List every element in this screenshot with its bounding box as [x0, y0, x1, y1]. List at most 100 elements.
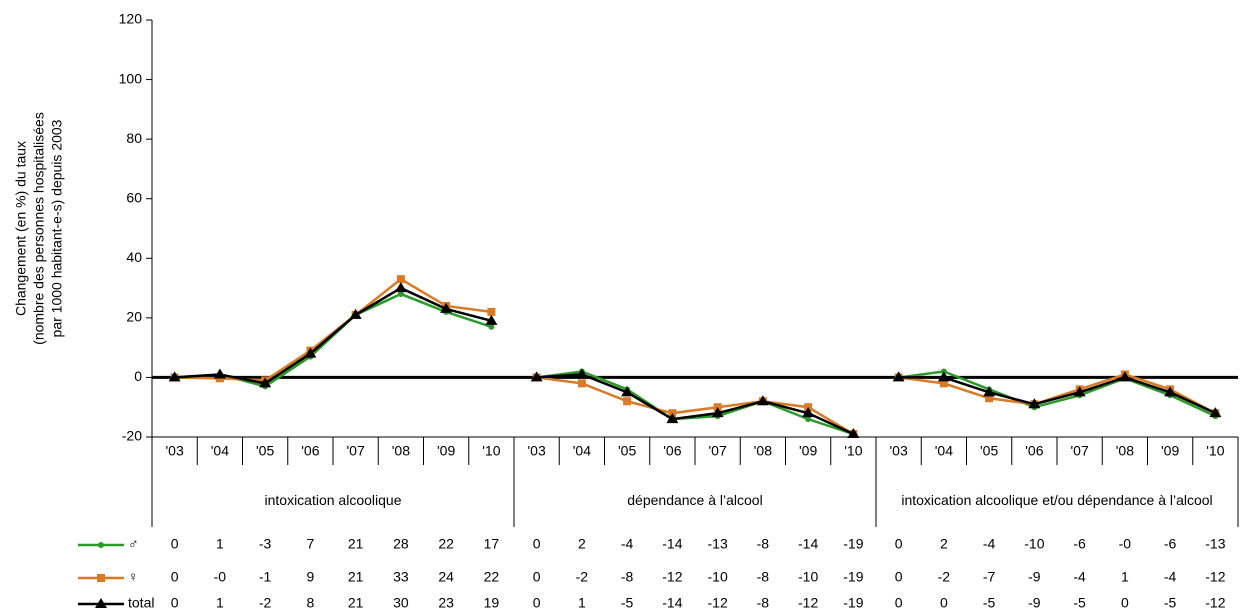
point — [983, 386, 996, 397]
point — [394, 282, 407, 293]
series-line — [536, 370, 854, 436]
table-cell: 0 — [940, 595, 948, 611]
x-tick-label: '09 — [799, 443, 817, 459]
point — [1209, 407, 1222, 418]
group-label: intoxication alcoolique et/ou dépendance… — [901, 491, 1213, 508]
table-cell: -4 — [621, 536, 634, 552]
point — [397, 291, 404, 298]
table-cell: 7 — [306, 536, 314, 552]
point — [168, 371, 181, 382]
table-cell: -4 — [1164, 569, 1177, 585]
series-line — [536, 376, 855, 436]
table-cell: -14 — [662, 595, 682, 611]
table-cell: 9 — [306, 569, 314, 585]
table-cell: -9 — [1028, 569, 1041, 585]
point — [488, 323, 495, 330]
point — [487, 307, 496, 316]
table-cell: 19 — [484, 595, 500, 611]
table-cell: -10 — [708, 569, 728, 585]
table-cell: -14 — [662, 536, 682, 552]
group-label: intoxication alcoolique — [264, 491, 402, 508]
series-line — [174, 286, 492, 385]
table-cell: 1 — [578, 595, 586, 611]
table-cell: -13 — [1205, 536, 1225, 552]
series-line — [898, 373, 1216, 415]
point — [805, 416, 812, 423]
point — [621, 386, 634, 397]
table-cell: -19 — [843, 536, 863, 552]
x-tick-label: '05 — [618, 443, 636, 459]
point — [847, 428, 860, 439]
point — [939, 379, 948, 388]
table-cell: 0 — [533, 595, 541, 611]
table-cell: -6 — [1164, 536, 1177, 552]
table-cell: 28 — [393, 536, 409, 552]
y-tick-label: 40 — [126, 249, 142, 265]
table-cell: 23 — [438, 595, 454, 611]
table-cell: 22 — [438, 536, 454, 552]
table-cell: 0 — [533, 569, 541, 585]
table-cell: 0 — [895, 536, 903, 552]
table-cell: 1 — [216, 536, 224, 552]
table-cell: 0 — [171, 595, 179, 611]
x-tick-label: '03 — [890, 443, 908, 459]
x-tick-label: '05 — [256, 443, 274, 459]
table-cell: 0 — [895, 569, 903, 585]
x-tick-label: '04 — [211, 443, 229, 459]
x-tick-label: '09 — [1161, 443, 1179, 459]
point — [440, 302, 453, 313]
x-tick-label: '07 — [1071, 443, 1089, 459]
x-tick-label: '08 — [1116, 443, 1134, 459]
table-cell: 0 — [171, 536, 179, 552]
x-tick-label: '06 — [663, 443, 681, 459]
point — [530, 371, 543, 382]
y-axis-label: par 1000 habitant-e-s) depuis 2003 — [49, 119, 65, 337]
table-cell: 17 — [484, 536, 500, 552]
y-tick-label: -20 — [122, 428, 142, 444]
series-line — [898, 376, 1216, 415]
table-cell: 33 — [393, 569, 409, 585]
x-tick-label: '06 — [301, 443, 319, 459]
series-line — [536, 373, 854, 436]
series-line — [174, 277, 492, 382]
table-cell: 1 — [1121, 569, 1129, 585]
table-cell: -12 — [1205, 569, 1225, 585]
table-cell: -3 — [259, 536, 272, 552]
x-tick-label: '04 — [935, 443, 953, 459]
table-cell: 30 — [393, 595, 409, 611]
x-tick-label: '10 — [482, 443, 500, 459]
point — [623, 397, 632, 406]
point — [666, 413, 679, 424]
y-tick-label: 120 — [119, 11, 143, 27]
table-cell: 0 — [1121, 595, 1129, 611]
point — [1028, 398, 1041, 409]
y-axis-label: Changement (en %) du taux — [13, 141, 29, 316]
x-tick-label: '08 — [392, 443, 410, 459]
table-cell: -1 — [259, 569, 272, 585]
x-tick-label: '07 — [347, 443, 365, 459]
table-cell: -2 — [259, 595, 272, 611]
table-cell: -4 — [1073, 569, 1086, 585]
point — [396, 275, 405, 284]
table-cell: 0 — [533, 536, 541, 552]
point — [259, 377, 272, 388]
table-cell: -5 — [1164, 595, 1177, 611]
point — [349, 308, 362, 319]
point — [1164, 386, 1177, 397]
table-cell: -5 — [983, 595, 996, 611]
table-cell: -8 — [757, 536, 770, 552]
table-cell: 2 — [940, 536, 948, 552]
table-cell: -7 — [983, 569, 996, 585]
legend-label: ♀ — [128, 569, 139, 585]
legend-label: ♂ — [128, 536, 139, 552]
table-cell: 2 — [578, 536, 586, 552]
point — [756, 395, 769, 406]
legend-marker — [98, 542, 104, 548]
table-cell: 24 — [438, 569, 454, 585]
legend-marker — [97, 574, 105, 582]
table-cell: 1 — [216, 595, 224, 611]
table-cell: 0 — [171, 569, 179, 585]
point — [985, 394, 994, 403]
